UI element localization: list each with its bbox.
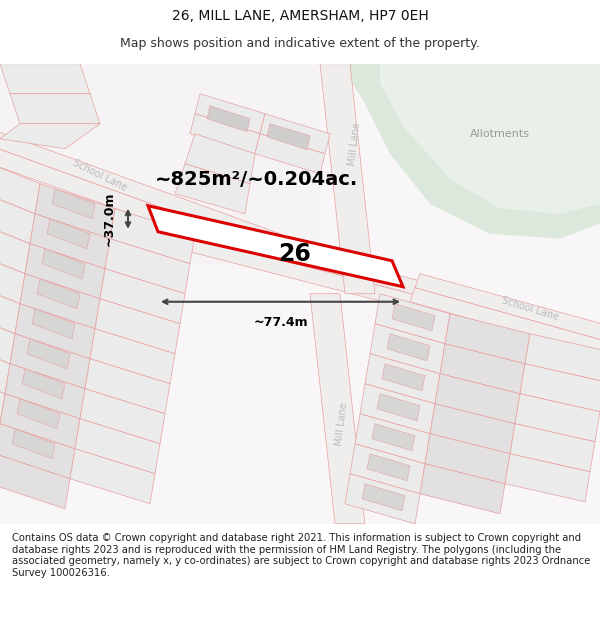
Polygon shape [175, 164, 250, 214]
Polygon shape [0, 129, 280, 249]
Polygon shape [195, 94, 265, 134]
Polygon shape [70, 449, 155, 504]
Bar [0, 64, 320, 264]
Text: Mill Lane: Mill Lane [334, 401, 350, 446]
Polygon shape [355, 414, 430, 464]
Polygon shape [15, 304, 95, 359]
Polygon shape [190, 114, 260, 154]
Polygon shape [105, 239, 190, 294]
Polygon shape [350, 444, 425, 494]
Polygon shape [0, 164, 40, 214]
Polygon shape [0, 314, 15, 364]
Polygon shape [100, 269, 185, 324]
Polygon shape [190, 238, 465, 322]
Polygon shape [25, 244, 105, 299]
Polygon shape [367, 454, 410, 481]
Polygon shape [520, 364, 600, 412]
Polygon shape [430, 404, 515, 454]
Polygon shape [375, 294, 450, 344]
Polygon shape [195, 224, 470, 308]
Polygon shape [415, 274, 600, 344]
Polygon shape [17, 399, 60, 429]
Polygon shape [340, 64, 600, 239]
Polygon shape [10, 334, 90, 389]
Polygon shape [80, 389, 165, 444]
Polygon shape [0, 374, 5, 424]
Polygon shape [525, 334, 600, 382]
Polygon shape [435, 374, 520, 424]
Polygon shape [0, 424, 75, 479]
Polygon shape [0, 194, 35, 244]
Text: School Lane: School Lane [500, 296, 560, 322]
Polygon shape [42, 249, 85, 279]
Polygon shape [47, 219, 90, 249]
Polygon shape [377, 394, 420, 421]
Text: Contains OS data © Crown copyright and database right 2021. This information is : Contains OS data © Crown copyright and d… [12, 533, 590, 578]
Text: 26: 26 [278, 242, 311, 266]
Polygon shape [0, 146, 275, 264]
Polygon shape [362, 484, 405, 511]
Polygon shape [35, 184, 115, 239]
Polygon shape [10, 94, 100, 124]
Polygon shape [0, 284, 20, 334]
Polygon shape [0, 254, 25, 304]
Polygon shape [372, 424, 415, 451]
Polygon shape [410, 288, 600, 359]
Polygon shape [75, 419, 160, 474]
Polygon shape [380, 64, 600, 214]
Polygon shape [505, 454, 590, 502]
Polygon shape [185, 134, 255, 184]
Polygon shape [0, 344, 10, 394]
Polygon shape [267, 124, 310, 150]
Polygon shape [0, 64, 90, 94]
Polygon shape [12, 429, 55, 459]
Polygon shape [0, 454, 70, 509]
Polygon shape [207, 106, 250, 132]
Polygon shape [260, 114, 330, 154]
Polygon shape [0, 224, 30, 274]
Polygon shape [365, 354, 440, 404]
Polygon shape [0, 394, 80, 449]
Text: School Lane: School Lane [71, 158, 129, 193]
Text: Map shows position and indicative extent of the property.: Map shows position and indicative extent… [120, 37, 480, 50]
Polygon shape [37, 279, 80, 309]
Polygon shape [310, 294, 365, 524]
Polygon shape [320, 64, 375, 294]
Text: ~77.4m: ~77.4m [253, 316, 308, 329]
Polygon shape [95, 299, 180, 354]
Text: 26, MILL LANE, AMERSHAM, HP7 0EH: 26, MILL LANE, AMERSHAM, HP7 0EH [172, 9, 428, 23]
Polygon shape [360, 384, 435, 434]
Polygon shape [22, 369, 65, 399]
Polygon shape [445, 314, 530, 364]
Polygon shape [515, 394, 600, 442]
Polygon shape [148, 206, 403, 287]
Polygon shape [110, 209, 195, 264]
Polygon shape [387, 334, 430, 361]
Polygon shape [90, 329, 175, 384]
Polygon shape [0, 124, 100, 149]
Text: ~825m²/~0.204ac.: ~825m²/~0.204ac. [155, 170, 358, 189]
Polygon shape [85, 359, 170, 414]
Polygon shape [345, 474, 420, 524]
Polygon shape [440, 344, 525, 394]
Polygon shape [27, 339, 70, 369]
Polygon shape [425, 434, 510, 484]
Polygon shape [382, 364, 425, 391]
Polygon shape [32, 309, 75, 339]
Polygon shape [392, 304, 435, 331]
Polygon shape [5, 364, 85, 419]
Text: ~37.0m: ~37.0m [103, 191, 116, 246]
Polygon shape [20, 274, 100, 329]
Polygon shape [30, 214, 110, 269]
Text: Allotments: Allotments [470, 129, 530, 139]
Text: School Lane: School Lane [310, 253, 370, 279]
Polygon shape [510, 424, 595, 472]
Polygon shape [52, 189, 95, 219]
Polygon shape [420, 464, 505, 514]
Text: Mill Lane: Mill Lane [347, 121, 362, 166]
Polygon shape [370, 324, 445, 374]
Polygon shape [255, 134, 325, 174]
